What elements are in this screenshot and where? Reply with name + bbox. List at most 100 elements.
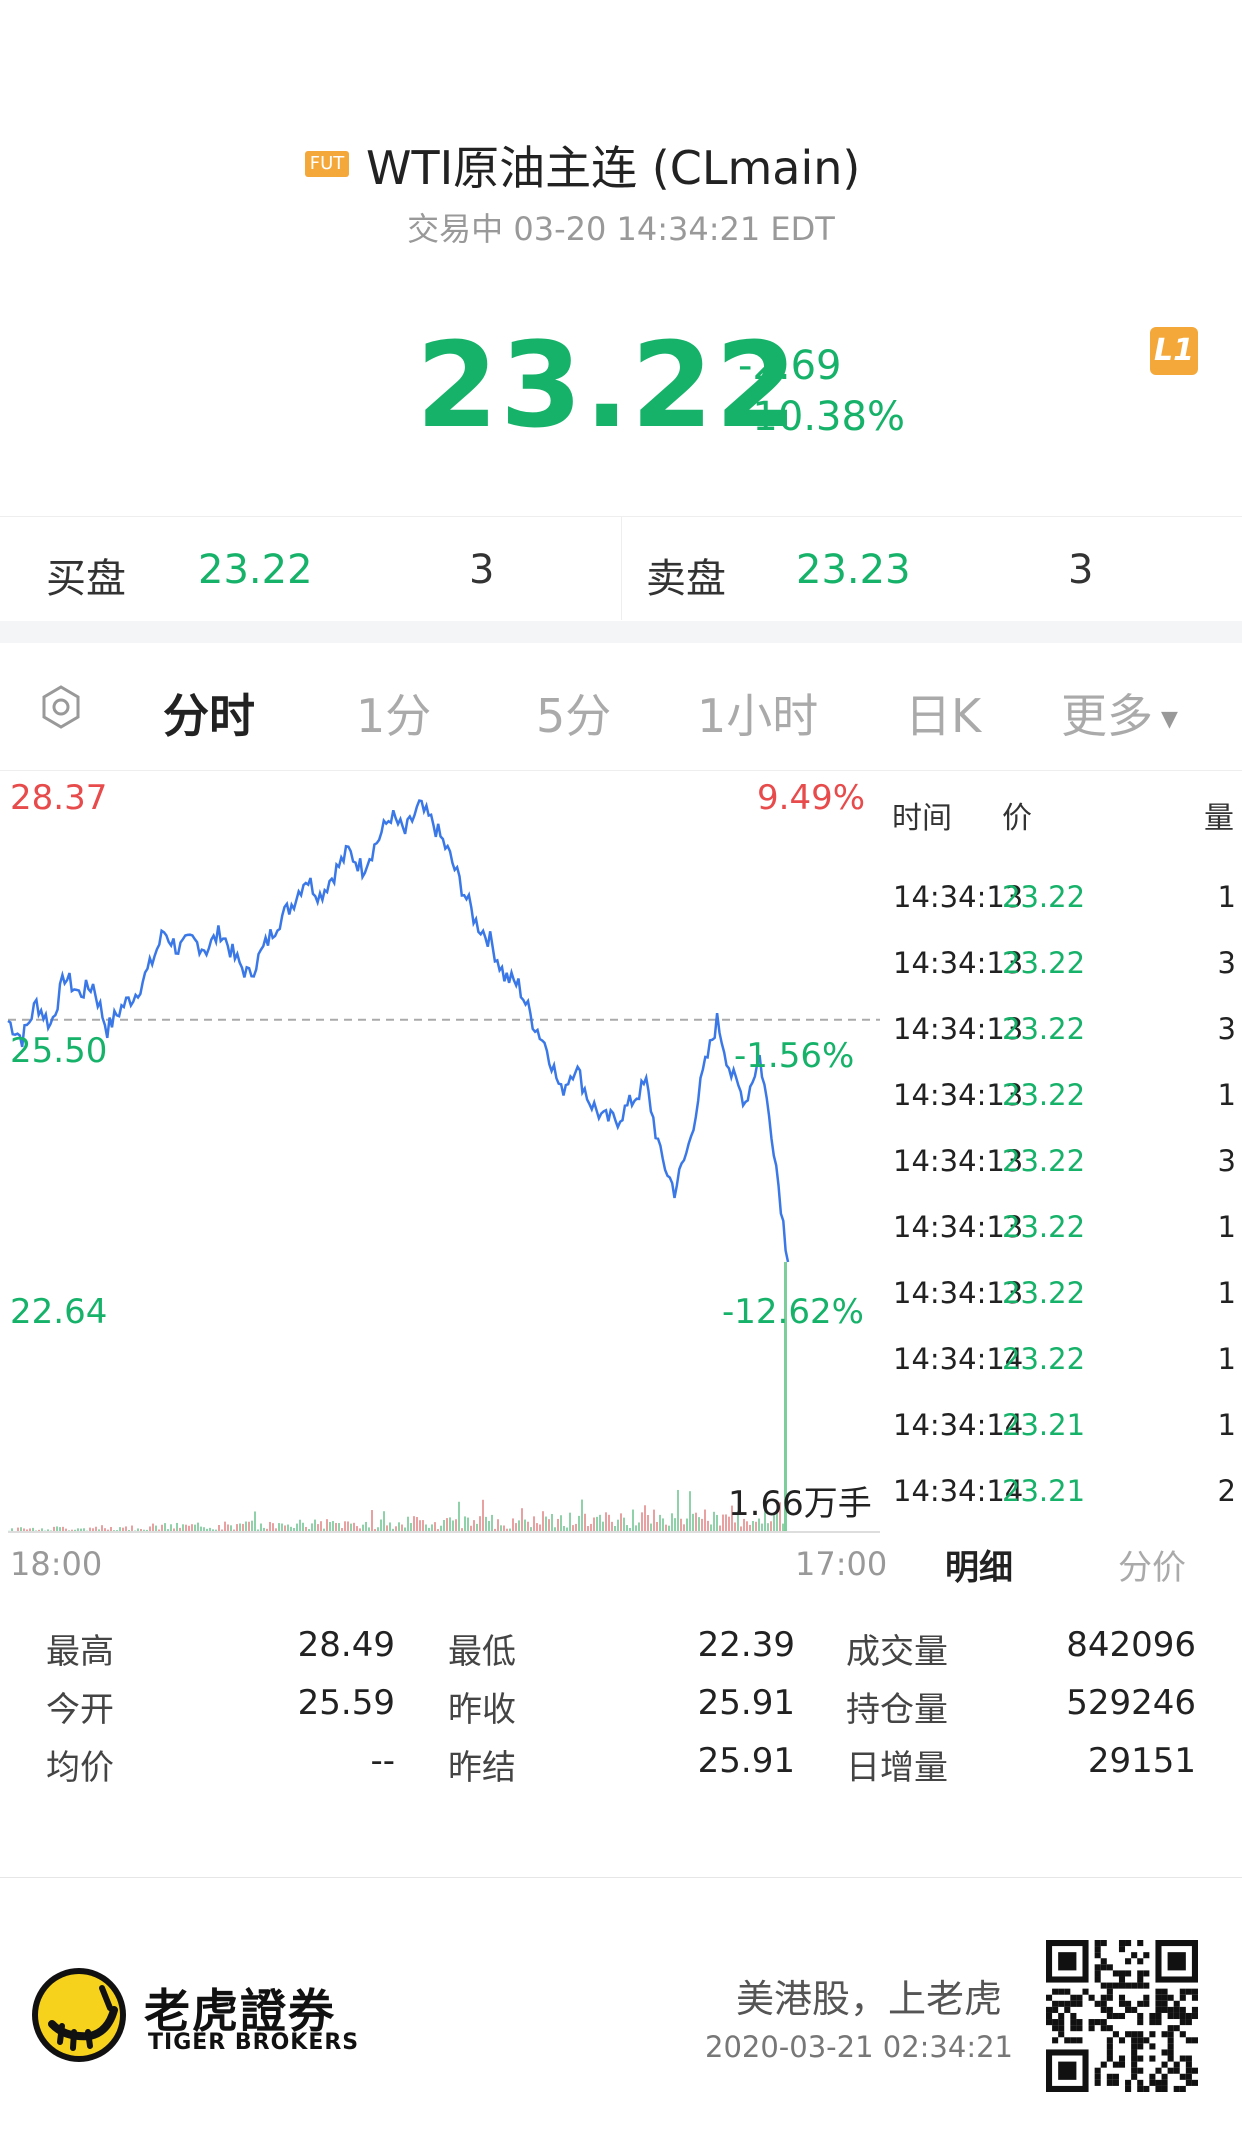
volume-bar (56, 1526, 58, 1532)
level1-badge-icon[interactable]: L1 (1150, 327, 1198, 375)
stat-value-volume: 842096 (1066, 1625, 1196, 1665)
volume-bar (29, 1528, 31, 1532)
volume-bar (200, 1526, 202, 1532)
volume-bar (380, 1519, 382, 1532)
volume-bar (125, 1526, 127, 1532)
y-axis-bottom-pct: -12.62% (722, 1292, 864, 1332)
futures-badge: FUT (305, 151, 349, 177)
volume-bar (692, 1513, 694, 1532)
volume-bar (278, 1523, 280, 1532)
tab-5min[interactable]: 5分 (536, 689, 612, 743)
qr-code-icon (1046, 1940, 1198, 2092)
volume-bar (374, 1529, 376, 1532)
volume-bar (95, 1526, 97, 1532)
volume-bar (323, 1528, 325, 1532)
volume-bar (674, 1518, 676, 1532)
volume-bar (260, 1523, 262, 1532)
tab-intraday[interactable]: 分时 (163, 689, 255, 743)
volume-bar (11, 1528, 13, 1532)
volume-bar (395, 1526, 397, 1532)
volume-bar (635, 1525, 637, 1532)
tab-daily-k[interactable]: 日K (905, 689, 982, 743)
orderbook-divider (621, 516, 622, 620)
volume-bar (587, 1526, 589, 1532)
bid-qty: 3 (469, 547, 495, 593)
volume-bar (80, 1528, 82, 1532)
volume-bar (548, 1519, 550, 1532)
volume-bar (419, 1520, 421, 1532)
volume-bar (47, 1529, 49, 1532)
volume-bar (443, 1519, 445, 1532)
volume-bar (560, 1515, 562, 1532)
tab-ticker-price-distribution[interactable]: 分价 (1118, 1548, 1186, 1588)
volume-bar (590, 1523, 592, 1532)
volume-bar (224, 1521, 226, 1532)
volume-bar (392, 1528, 394, 1532)
ticker-partial-row (893, 830, 1242, 840)
y-axis-mid-label: 25.50 (10, 1031, 108, 1071)
ticker-list[interactable]: 14:34:13 23.22 1 14:34:13 23.22 3 14:34:13 23… (893, 830, 1242, 1840)
tab-1hour[interactable]: 1小时 (697, 689, 819, 743)
volume-bar (299, 1519, 301, 1532)
settings-gear-icon[interactable] (38, 684, 84, 730)
volume-bar (293, 1527, 295, 1532)
volume-bar (758, 1518, 760, 1532)
volume-bar (512, 1518, 514, 1532)
volume-bar (464, 1516, 466, 1532)
tab-more-label: 更多 (1061, 689, 1153, 743)
volume-bar (572, 1525, 574, 1532)
ticker-row: 14:34:13 23.22 3 (893, 1012, 1236, 1046)
volume-bar (545, 1516, 547, 1532)
volume-bar (458, 1501, 460, 1532)
volume-bar (695, 1512, 697, 1532)
ticker-row: 14:34:14 23.22 1 (893, 1342, 1236, 1376)
tiger-logo-icon (32, 1968, 126, 2062)
volume-bar (650, 1523, 652, 1532)
tab-more[interactable]: 更多 ▼ (1061, 680, 1178, 746)
tab-1min[interactable]: 1分 (356, 689, 432, 743)
volume-bar (107, 1529, 109, 1532)
volume-bar (476, 1523, 478, 1532)
volume-bar (518, 1520, 520, 1532)
brand-name-en: TIGER BROKERS (148, 2030, 360, 2055)
volume-bar (215, 1529, 217, 1532)
ticker-row: 14:34:13 23.22 1 (893, 1276, 1236, 1310)
volume-bar (725, 1514, 727, 1532)
tab-ticker-detail[interactable]: 明细 (945, 1548, 1013, 1588)
volume-bar (497, 1519, 499, 1532)
volume-bar (83, 1528, 85, 1532)
stat-value-open: 25.59 (297, 1683, 395, 1723)
volume-bar (38, 1529, 40, 1532)
bid-price: 23.22 (198, 547, 313, 593)
volume-bar (188, 1525, 190, 1532)
volume-bar (704, 1509, 706, 1532)
volume-bar (353, 1522, 355, 1532)
volume-bar (317, 1524, 319, 1532)
volume-bar (539, 1524, 541, 1532)
caret-down-icon: ▼ (1161, 707, 1178, 732)
trading-status: 交易中 03-20 14:34:21 EDT (407, 210, 835, 248)
volume-bar (251, 1520, 253, 1532)
volume-bar (332, 1521, 334, 1532)
volume-bar (623, 1517, 625, 1532)
volume-bar (398, 1522, 400, 1532)
volume-bar (71, 1529, 73, 1532)
volume-bar (284, 1525, 286, 1532)
volume-bar (722, 1514, 724, 1532)
volume-bar (119, 1527, 121, 1532)
volume-bar (776, 1512, 778, 1532)
volume-bar (143, 1529, 145, 1532)
volume-bar (197, 1522, 199, 1532)
x-axis-start-label: 18:00 (10, 1545, 103, 1583)
volume-bar (263, 1527, 265, 1532)
volume-bar (122, 1527, 124, 1532)
stat-label-daily-increase: 日增量 (846, 1748, 948, 1788)
volume-bar (578, 1515, 580, 1532)
volume-bar (413, 1516, 415, 1532)
intraday-chart[interactable] (0, 772, 884, 1542)
volume-bar (170, 1524, 172, 1532)
volume-bar (269, 1521, 271, 1532)
ticker-header-vol: 量 (1204, 801, 1234, 836)
volume-bar (23, 1528, 25, 1532)
stat-label-volume: 成交量 (846, 1632, 948, 1672)
